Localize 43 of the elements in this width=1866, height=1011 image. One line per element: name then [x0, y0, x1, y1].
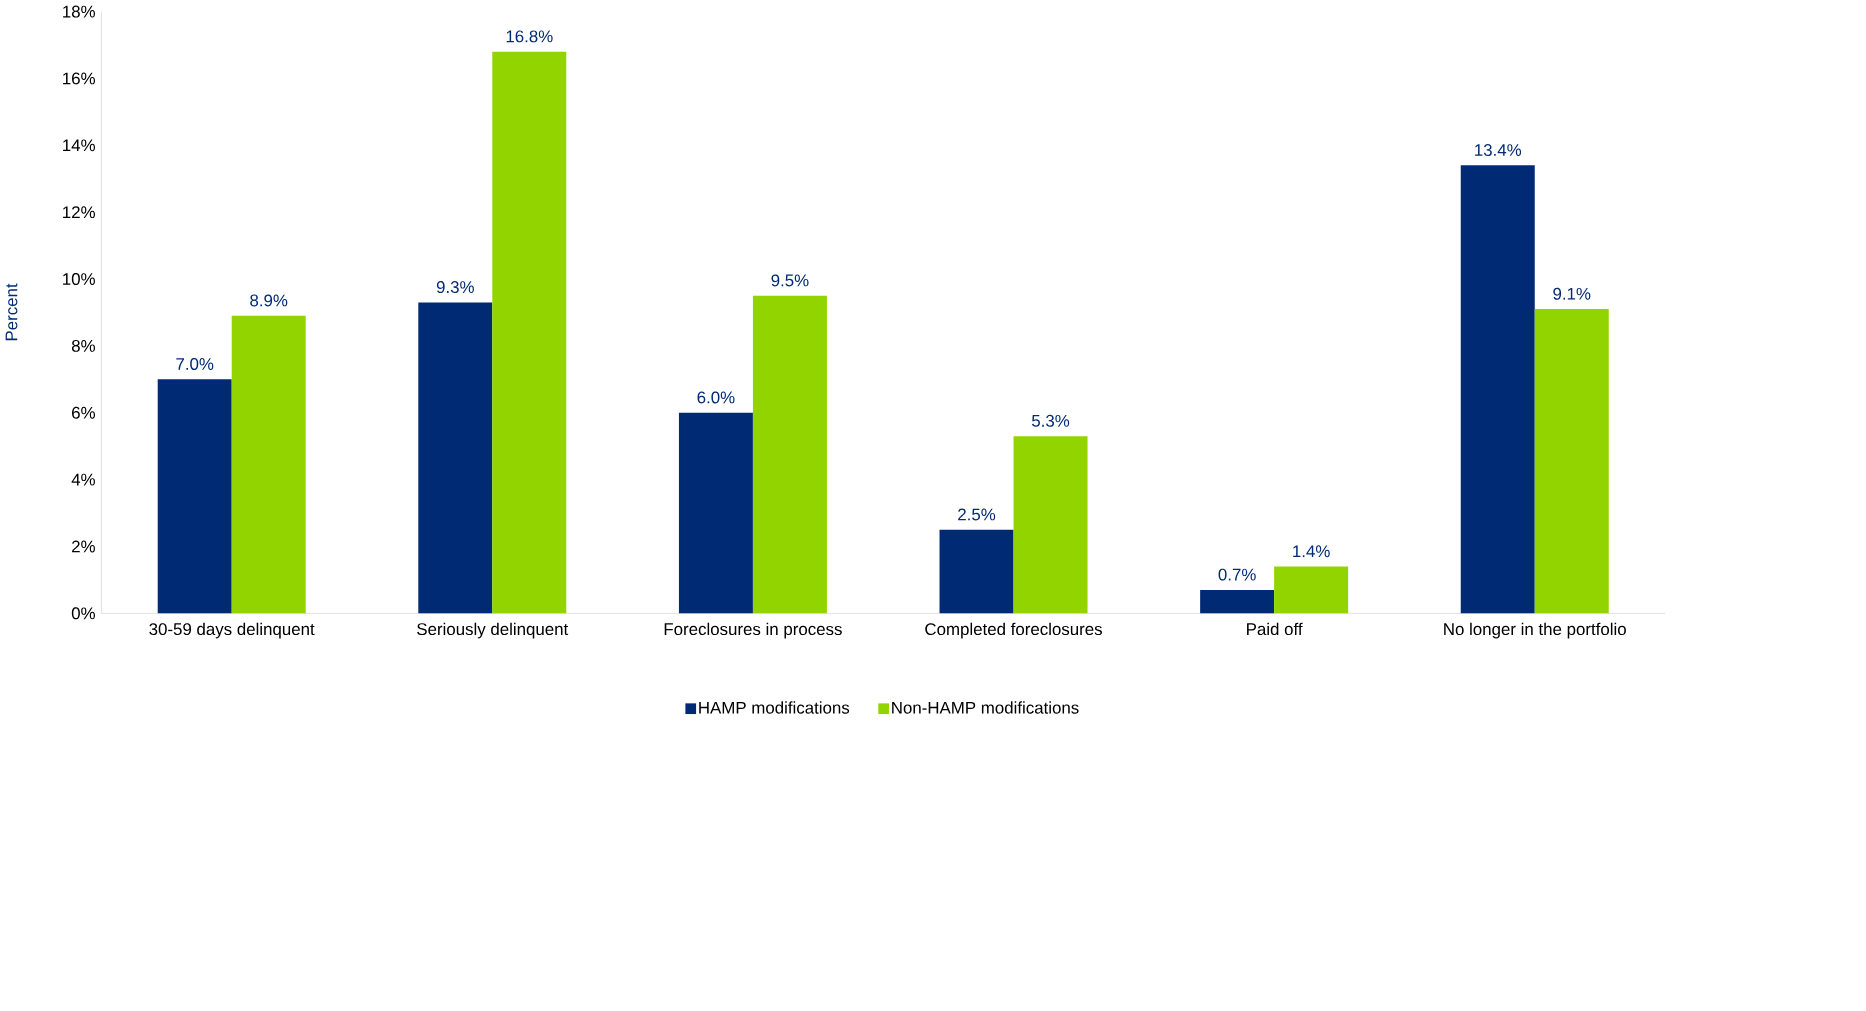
y-tick-label: 10%: [63, 272, 95, 285]
bar: [939, 529, 1014, 614]
data-label: 5.3%: [1031, 414, 1070, 427]
y-axis-title: Percent: [5, 283, 18, 341]
data-label: 8.9%: [250, 294, 288, 307]
bar: [1274, 566, 1349, 614]
bar: [1200, 589, 1275, 614]
bar: [1534, 309, 1609, 614]
y-tick-label: 0%: [71, 607, 95, 620]
x-tick-label: Foreclosures in process: [664, 622, 842, 639]
data-label: 16.8%: [506, 30, 553, 43]
bar: [752, 295, 827, 614]
x-tick-label: No longer in the portfolio: [1444, 622, 1626, 639]
legend-label: HAMP modifications: [699, 701, 850, 714]
y-tick-label: 8%: [71, 339, 95, 352]
y-tick-label: 14%: [63, 139, 95, 152]
x-tick-label: Seriously delinquent: [417, 622, 569, 639]
x-tick-label: Paid off: [1247, 622, 1303, 636]
data-label: 6.0%: [697, 391, 735, 404]
bar: [678, 412, 753, 614]
y-tick-label: 18%: [63, 5, 95, 18]
y-tick-label: 6%: [72, 406, 95, 419]
bar: [1460, 165, 1535, 614]
x-tick-label: Completed foreclosures: [925, 622, 1102, 639]
bar: [492, 51, 567, 614]
y-tick-label: 16%: [63, 72, 95, 85]
y-tick-label: 4%: [71, 473, 95, 486]
data-label: 0.7%: [1218, 568, 1256, 581]
x-tick-label: 30-59 days delinquent: [149, 622, 315, 639]
data-label: 7.0%: [176, 357, 214, 370]
bar: [418, 302, 493, 614]
data-label: 9.1%: [1553, 287, 1591, 300]
data-label: 1.4%: [1293, 545, 1330, 558]
legend-label: Non-HAMP modifications: [892, 701, 1079, 714]
bar: [231, 315, 306, 614]
y-tick-label: 12%: [63, 206, 95, 219]
data-label: 13.4%: [1475, 143, 1522, 156]
data-label: 9.3%: [436, 281, 474, 293]
bar: [157, 379, 232, 614]
bar: [1013, 436, 1088, 614]
data-label: 9.5%: [771, 274, 809, 287]
y-tick-label: 2%: [72, 540, 95, 553]
data-label: 2.5%: [958, 508, 996, 521]
